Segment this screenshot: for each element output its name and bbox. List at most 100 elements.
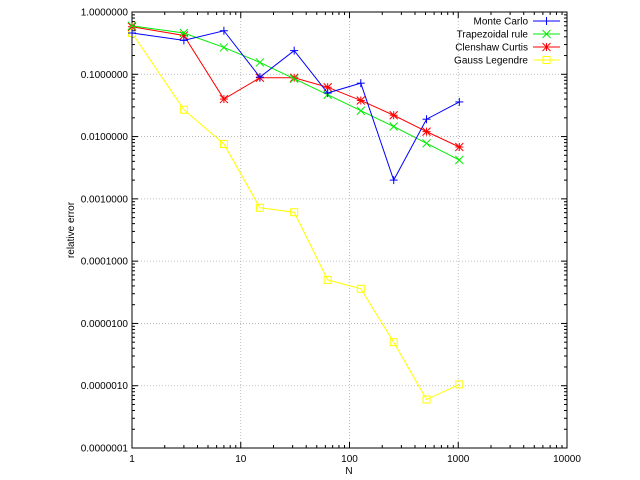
legend-item: Gauss Legendre xyxy=(454,56,560,67)
legend-marker xyxy=(542,17,551,25)
y-tick-label: 0.0000100 xyxy=(81,319,129,330)
y-tick-label: 0.1000000 xyxy=(81,70,129,81)
data-point xyxy=(455,380,464,389)
marker-stroke xyxy=(356,96,366,105)
series-monte-carlo xyxy=(128,26,464,185)
data-point xyxy=(356,96,366,105)
data-point xyxy=(323,275,332,284)
series-line xyxy=(131,26,460,148)
plot-frame xyxy=(131,11,568,449)
marker-stroke xyxy=(454,142,464,152)
marker-stroke xyxy=(389,110,399,120)
data-point xyxy=(323,89,332,98)
data-point xyxy=(356,106,366,116)
data-point xyxy=(179,36,188,45)
marker-stroke xyxy=(289,73,299,83)
data-point xyxy=(290,208,299,217)
marker-stroke xyxy=(179,31,189,40)
y-tick-label: 0.0010000 xyxy=(81,194,129,205)
legend-label: Clenshaw Curtis xyxy=(455,43,528,54)
series-line xyxy=(131,30,460,182)
data-point xyxy=(356,79,365,88)
marker-stroke xyxy=(389,122,399,131)
data-point xyxy=(454,142,464,152)
data-point xyxy=(219,26,228,35)
marker-stroke xyxy=(179,28,189,38)
marker-stroke xyxy=(127,22,137,32)
legend-item: Monte Carlo xyxy=(474,17,560,28)
y-tick-label: 0.0000001 xyxy=(81,444,129,455)
marker-stroke xyxy=(290,208,299,217)
series-line xyxy=(131,25,460,161)
x-axis-label: N xyxy=(345,466,352,477)
data-point xyxy=(179,28,189,38)
marker-stroke xyxy=(219,43,229,52)
marker-stroke xyxy=(179,105,188,114)
x-tick-label: 1000 xyxy=(447,454,470,465)
marker-stroke xyxy=(454,155,464,165)
y-tick-label: 0.0001000 xyxy=(81,257,129,268)
data-point xyxy=(454,155,464,165)
marker-stroke xyxy=(542,56,551,64)
data-point xyxy=(389,110,399,120)
legend-item: Trapezoidal rule xyxy=(457,30,560,41)
y-tick-label: 0.0000010 xyxy=(81,381,129,392)
y-tick-label: 0.0100000 xyxy=(81,132,129,143)
data-point xyxy=(255,58,265,67)
marker-stroke xyxy=(219,139,228,148)
series-line xyxy=(131,32,460,401)
x-tick-label: 100 xyxy=(341,454,358,465)
marker-stroke xyxy=(127,21,137,31)
data-point xyxy=(128,29,136,38)
data-point xyxy=(356,284,365,293)
marker-stroke xyxy=(542,29,551,39)
legend-marker xyxy=(542,56,551,64)
data-point xyxy=(389,122,399,131)
data-point xyxy=(289,74,299,84)
y-axis-label: relative error xyxy=(66,201,77,258)
marker-stroke xyxy=(422,138,431,148)
data-point xyxy=(219,94,229,104)
legend-label: Gauss Legendre xyxy=(454,56,528,67)
series-gauss-legendre xyxy=(128,29,464,404)
marker-stroke xyxy=(356,284,365,293)
series-trapezoidal-rule xyxy=(127,21,464,165)
x-tick-label: 10000 xyxy=(553,454,581,465)
data-point xyxy=(422,395,431,404)
marker-stroke xyxy=(455,380,464,389)
data-point xyxy=(179,105,188,114)
marker-stroke xyxy=(219,94,229,104)
y-tick-label: 1.0000000 xyxy=(81,8,129,19)
marker-stroke xyxy=(323,275,332,284)
marker-stroke xyxy=(389,338,398,347)
data-point xyxy=(290,46,299,55)
series-layer xyxy=(127,21,464,404)
legend-marker xyxy=(542,29,551,39)
data-point xyxy=(422,115,431,124)
marker-stroke xyxy=(422,127,431,136)
marker-stroke xyxy=(356,106,366,116)
grid-lines xyxy=(132,12,567,448)
data-point xyxy=(389,338,398,347)
data-point xyxy=(127,22,137,32)
marker-stroke xyxy=(255,203,264,212)
series-clenshaw-curtis xyxy=(127,22,464,152)
data-point xyxy=(422,127,431,136)
data-point xyxy=(219,43,229,52)
legend-item: Clenshaw Curtis xyxy=(455,43,560,54)
data-point xyxy=(255,203,264,212)
legend-label: Monte Carlo xyxy=(474,17,529,28)
x-tick-label: 1 xyxy=(129,454,135,465)
marker-stroke xyxy=(422,395,431,404)
axis-ticks: 1 10 100 1000 10000 1.0000000 0.1000000 0.01000… xyxy=(81,8,582,466)
marker-stroke xyxy=(255,58,265,67)
x-tick-label: 10 xyxy=(235,454,247,465)
data-point xyxy=(255,73,264,82)
data-point xyxy=(422,138,431,148)
data-point xyxy=(127,21,137,31)
legend-marker xyxy=(542,42,551,52)
data-point xyxy=(455,97,464,106)
data-point xyxy=(389,176,398,185)
marker-stroke xyxy=(542,42,551,52)
